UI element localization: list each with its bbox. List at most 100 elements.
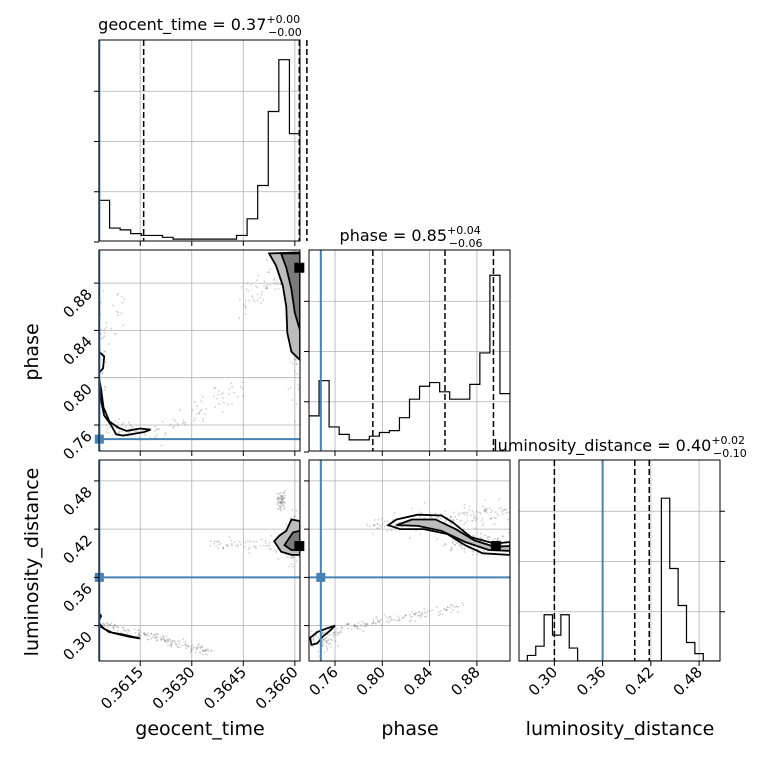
sample-point [398,521,401,524]
sample-point [112,625,114,628]
sample-point [372,622,374,625]
sample-point [442,607,445,610]
sample-point [272,279,275,281]
sample-point [389,616,392,618]
sample-point [472,546,475,549]
sample-point [323,638,325,641]
sample-point [256,293,259,296]
sample-point [327,639,330,642]
sample-point [322,632,325,634]
sample-point [177,640,179,643]
sample-point [260,538,263,541]
sample-point [409,536,411,539]
sample-point [330,645,332,648]
sample-point [498,507,501,509]
sample-point [301,537,303,539]
sample-point [390,619,392,622]
sample-point [302,278,304,280]
sample-point [414,612,417,614]
sample-point [245,288,248,291]
sample-point [436,516,439,518]
axes-frame [308,459,511,662]
sample-point [454,540,457,543]
sample-point [464,547,467,550]
sample-point [507,518,509,521]
sample-point [103,623,106,626]
y-tick-label: 0.42 [59,531,95,567]
sample-point [322,638,325,641]
sample-point [175,642,178,645]
sample-point [489,511,492,514]
sample-point [366,623,369,626]
sample-point [396,615,399,618]
sample-point [121,301,124,304]
sample-point [236,545,239,548]
sample-point [122,626,125,629]
sample-point [431,609,434,611]
sample-point [206,653,209,656]
sample-point [236,395,239,398]
sample-point [104,361,107,364]
sample-point [471,520,473,522]
sample-point [390,618,393,620]
sample-point [354,626,357,628]
sample-point [297,215,299,217]
sample-point [325,639,328,642]
sample-point [292,362,294,365]
sample-point [493,523,496,526]
sample-point [268,271,271,274]
sample-point [204,649,206,651]
title-lower-error: −0.06 [449,237,483,250]
sample-point [280,499,283,502]
sample-point [437,517,440,519]
sample-point [126,632,129,635]
sample-point [306,565,308,567]
sample-point [237,544,239,546]
sample-point [486,536,489,539]
sample-point [468,509,471,512]
sample-point [165,635,168,638]
sample-point [166,639,169,642]
sample-point [471,549,473,552]
sample-point [256,286,259,289]
x-tick-label: 0.42 [621,663,657,699]
sample-point [291,399,294,401]
sample-point [452,511,455,514]
sample-point [248,299,250,302]
x-tick-label: 0.88 [447,663,483,699]
sample-point [203,649,206,652]
sample-point [392,619,395,621]
sample-point [163,640,166,643]
sample-point [463,513,466,516]
sample-point [484,509,487,511]
sample-point [461,601,464,604]
sample-point [462,604,465,606]
sample-point [277,508,280,510]
sample-point [113,624,116,626]
sample-point [512,546,514,548]
sample-point [300,304,302,306]
sample-point [107,626,110,628]
sample-point [282,492,285,494]
sample-point [291,508,294,511]
panel-title: luminosity_distance = 0.40+0.02 −0.10 [493,434,747,460]
sample-point [201,649,204,652]
sample-point [302,536,304,538]
sample-point [241,387,244,390]
sample-point [222,397,225,399]
sample-point [256,299,259,302]
sample-point [452,539,455,542]
sample-point [372,620,375,623]
sample-point [226,403,229,406]
sample-point [147,632,149,635]
sample-point [265,544,268,547]
sample-point [105,322,108,324]
sample-point [112,628,115,631]
sample-point [278,505,281,508]
sample-point [326,649,329,652]
sample-point [103,350,105,353]
sample-point [294,370,296,373]
sample-point [425,615,427,618]
sample-point [199,409,201,412]
sample-point [337,633,340,636]
